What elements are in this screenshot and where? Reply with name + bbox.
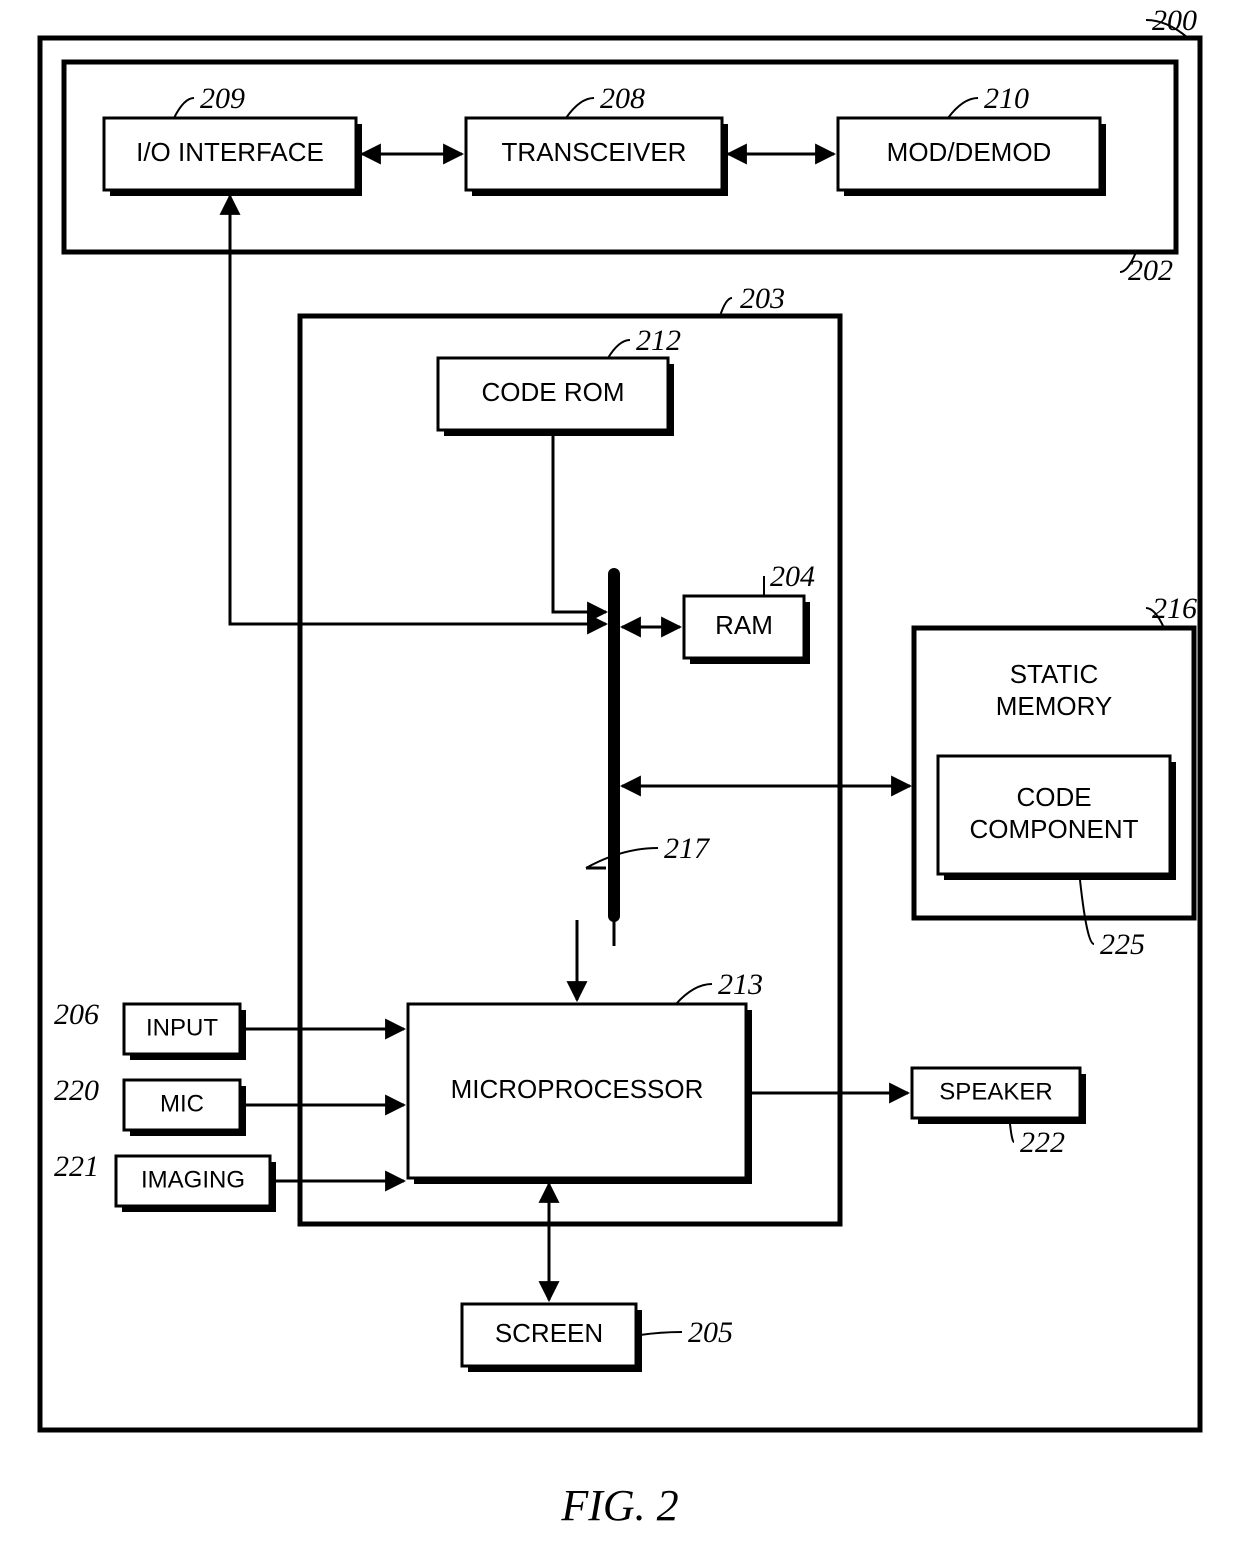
static-memory-label-1: STATIC: [1010, 659, 1099, 689]
ref-221: 221: [54, 1150, 99, 1183]
ref-210: 210: [984, 82, 1029, 115]
ref-205: 205: [688, 1316, 733, 1349]
speaker-label: SPEAKER: [939, 1078, 1052, 1105]
ref-220: 220: [54, 1074, 99, 1107]
code-component-label-1: CODE: [1016, 782, 1091, 812]
ref-202: 202: [1128, 254, 1173, 287]
ref-203: 203: [740, 282, 785, 315]
ref-213: 213: [718, 968, 763, 1001]
screen-label: SCREEN: [495, 1318, 603, 1348]
code-rom-label: CODE ROM: [482, 377, 625, 407]
ref-200: 200: [1152, 4, 1197, 37]
microprocessor-label: MICROPROCESSOR: [451, 1074, 704, 1104]
ref-204: 204: [770, 560, 815, 593]
ref-216: 216: [1152, 592, 1197, 625]
static-memory-label-2: MEMORY: [996, 691, 1113, 721]
ref-217: 217: [664, 832, 711, 865]
mic-label: MIC: [160, 1090, 204, 1117]
mod-demod-label: MOD/DEMOD: [887, 137, 1052, 167]
figure-caption: FIG. 2: [560, 1481, 678, 1530]
code-component-label-2: COMPONENT: [970, 814, 1139, 844]
ram-label: RAM: [715, 610, 773, 640]
imaging-label: IMAGING: [141, 1166, 245, 1193]
ref-225: 225: [1100, 928, 1145, 961]
transceiver-label: TRANSCEIVER: [502, 137, 687, 167]
ref-206: 206: [54, 998, 99, 1031]
input-label: INPUT: [146, 1014, 218, 1041]
ref-222: 222: [1020, 1126, 1065, 1159]
ref-209: 209: [200, 82, 245, 115]
io-interface-label: I/O INTERFACE: [136, 137, 324, 167]
ref-212: 212: [636, 324, 681, 357]
ref-208: 208: [600, 82, 645, 115]
